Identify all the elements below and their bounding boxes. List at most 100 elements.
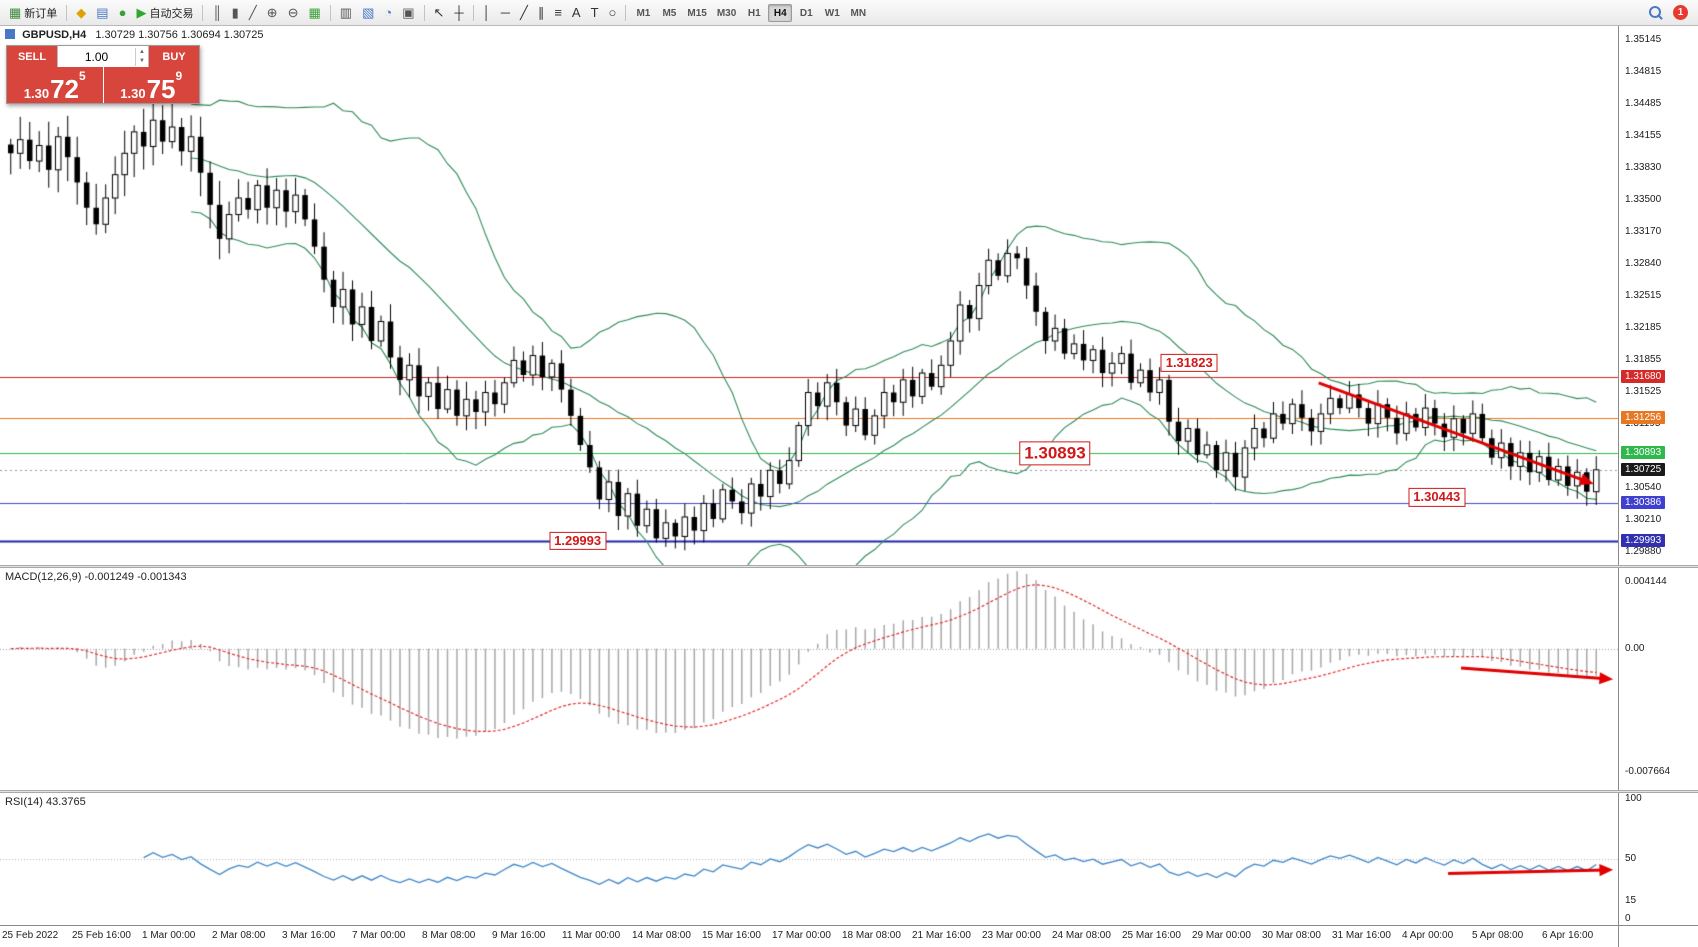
timeframe-m1[interactable]: M1 (631, 4, 655, 22)
time-label: 8 Mar 08:00 (422, 930, 476, 941)
cursor-icon: ↖ (433, 5, 445, 20)
rsi-tick: 100 (1625, 793, 1642, 804)
price-chart-panel: GBPUSD,H4 1.30729 1.30756 1.30694 1.3072… (0, 26, 1618, 565)
price-label[interactable]: 1.31823 (1160, 353, 1218, 373)
fibonacci-icon: ≡ (554, 5, 562, 20)
time-label: 31 Mar 16:00 (1332, 930, 1391, 941)
timeframe-w1[interactable]: W1 (820, 4, 844, 22)
time-label: 4 Apr 00:00 (1402, 930, 1454, 941)
panel-divider[interactable] (0, 565, 1698, 568)
candle-chart-type-button[interactable]: ▮ (227, 3, 244, 23)
hline-tool-button[interactable]: ─ (496, 3, 515, 23)
fibonacci-tool-button[interactable]: ≡ (549, 3, 567, 23)
timeframe-h4[interactable]: H4 (768, 3, 793, 22)
price-tick: 1.34155 (1625, 130, 1662, 142)
zoom-in-icon: ⊕ (266, 5, 278, 20)
profile-button[interactable]: ▤ (91, 3, 113, 23)
rsi-canvas[interactable] (0, 793, 1618, 925)
channel-tool-button[interactable]: ∥ (533, 3, 550, 23)
price-chart-canvas[interactable] (0, 26, 1618, 565)
price-label[interactable]: 1.30893 (1019, 441, 1091, 466)
rsi-tick: 50 (1625, 853, 1637, 864)
indicators-button[interactable]: ▥ (335, 3, 357, 23)
toolbar-separator (423, 4, 425, 21)
label-tool-button[interactable]: T (586, 3, 604, 23)
price-axis-badge: 1.29993 (1621, 534, 1666, 547)
price-tick: 1.31525 (1625, 386, 1662, 398)
rsi-panel: RSI(14) 43.3765 (0, 793, 1618, 925)
macd-panel: MACD(12,26,9) -0.001249 -0.001343 (0, 568, 1618, 790)
timeframe-d1[interactable]: D1 (794, 4, 818, 22)
diamond-icon: ◆ (76, 5, 87, 20)
search-icon[interactable] (1648, 5, 1663, 20)
price-label[interactable]: 1.29993 (549, 531, 607, 551)
tile-windows-button[interactable]: ▦ (303, 3, 325, 23)
price-tick: 1.32185 (1625, 321, 1662, 333)
vline-icon: │ (482, 5, 491, 20)
one-click-trading-panel: SELL ▲ ▼ BUY 1.30 72 5 1.30 75 9 (6, 45, 200, 104)
bar-chart-type-button[interactable]: ║ (207, 3, 226, 23)
macd-canvas[interactable] (0, 568, 1618, 790)
price-axis-badge: 1.30725 (1621, 462, 1666, 476)
add-chart-button[interactable]: ▧ (357, 3, 379, 23)
price-axis-badge: 1.31680 (1621, 369, 1666, 383)
symbol-label: GBPUSD,H4 (22, 29, 87, 41)
bid-head: 1.30 (23, 86, 50, 101)
toolbar: ▦ 新订单 ◆ ▤ ● ▶ 自动交易 ║ ▮ ╱ ⊕ ⊖ ▦ ▥ ▧ ◔ ▣ ↖ ┼ │ ─ ╱ ∥ ≡ A T ○ M1 M5 M15… (0, 0, 1698, 26)
ask-price-button[interactable]: 1.30 75 9 (103, 67, 199, 103)
time-label: 29 Mar 00:00 (1192, 930, 1251, 941)
autotrading-button[interactable]: ▶ 自动交易 (131, 3, 198, 23)
new-order-button-label: 新订单 (24, 7, 58, 20)
chart-plus-icon: ▦ (9, 5, 22, 20)
timeframe-m5[interactable]: M5 (657, 4, 681, 22)
crosshair-tool-button[interactable]: ┼ (449, 3, 468, 23)
refresh-button[interactable]: ● (114, 3, 132, 23)
timeframe-m30[interactable]: M30 (713, 4, 740, 22)
sell-button[interactable]: SELL (7, 46, 57, 67)
line-chart-type-button[interactable]: ╱ (244, 3, 262, 23)
ask-sup: 9 (175, 69, 183, 83)
line-icon: ╱ (248, 5, 257, 20)
candles-icon: ▮ (231, 5, 239, 20)
time-label: 3 Mar 16:00 (282, 930, 336, 941)
rsi-axis: 100 50 15 0 (1618, 793, 1698, 925)
zoom-out-button[interactable]: ⊖ (283, 3, 304, 23)
time-label: 18 Mar 08:00 (842, 930, 901, 941)
shapes-tool-button[interactable]: ○ (604, 3, 622, 23)
volume-input[interactable] (58, 49, 135, 64)
hline-icon: ─ (500, 5, 510, 20)
chart-add-icon: ▧ (362, 5, 375, 20)
timeframe-mn[interactable]: MN (846, 4, 870, 22)
buy-button[interactable]: BUY (149, 46, 199, 67)
cursor-tool-button[interactable]: ↖ (429, 3, 450, 23)
macd-tick: 0.004144 (1625, 576, 1667, 587)
price-tick: 1.30210 (1625, 513, 1662, 525)
rsi-header: RSI(14) 43.3765 (5, 796, 86, 808)
rsi-tick: 15 (1625, 895, 1637, 906)
zoom-in-button[interactable]: ⊕ (262, 3, 283, 23)
symbol-ohlc-header: GBPUSD,H4 1.30729 1.30756 1.30694 1.3072… (5, 29, 264, 41)
time-axis: 25 Feb 2022 25 Feb 16:00 1 Mar 00:00 2 Mar … (0, 925, 1618, 947)
time-axis-corner (1618, 925, 1698, 947)
market-button[interactable]: ◆ (71, 3, 91, 23)
navigator-button[interactable]: ◔ (379, 3, 397, 23)
volume-down-icon[interactable]: ▼ (139, 57, 145, 64)
trendline-icon: ╱ (519, 5, 528, 20)
timeframe-m15[interactable]: M15 (683, 4, 710, 22)
text-tool-button[interactable]: A (567, 3, 586, 23)
vline-tool-button[interactable]: │ (478, 3, 496, 23)
templates-button[interactable]: ▣ (397, 3, 419, 23)
volume-up-icon[interactable]: ▲ (139, 48, 145, 55)
timeframe-h1[interactable]: H1 (742, 4, 766, 22)
toolbar-separator (66, 4, 68, 21)
time-label: 17 Mar 00:00 (772, 930, 831, 941)
notification-badge[interactable]: 1 (1673, 5, 1688, 20)
price-tick: 1.31855 (1625, 353, 1662, 365)
trendline-tool-button[interactable]: ╱ (515, 3, 533, 23)
play-icon: ▶ (136, 5, 147, 20)
price-label[interactable]: 1.30443 (1408, 488, 1466, 507)
panel-divider[interactable] (0, 790, 1698, 793)
bid-price-button[interactable]: 1.30 72 5 (7, 67, 103, 103)
time-label: 15 Mar 16:00 (702, 930, 761, 941)
new-order-button[interactable]: ▦ 新订单 (4, 3, 62, 23)
